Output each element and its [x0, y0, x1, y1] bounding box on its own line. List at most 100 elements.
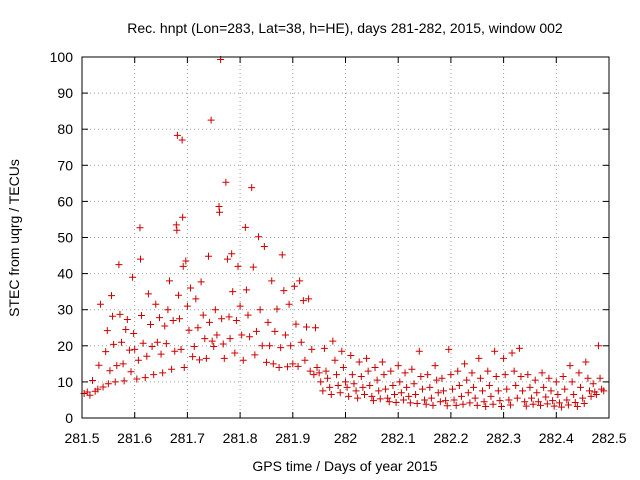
data-point-marker [387, 367, 395, 375]
data-point-marker [505, 396, 513, 404]
data-point-marker [278, 251, 286, 259]
y-tick-label: 100 [50, 49, 74, 65]
data-point-marker [206, 318, 214, 326]
data-point-marker [392, 398, 400, 406]
data-point-marker [487, 392, 495, 400]
data-point-marker [333, 371, 341, 379]
data-point-marker [549, 397, 557, 405]
data-point-marker [187, 284, 195, 292]
data-point-marker [336, 389, 344, 397]
data-point-marker [461, 360, 469, 368]
data-point-marker [592, 391, 600, 399]
data-point-marker [285, 300, 293, 308]
data-point-marker [197, 278, 205, 286]
data-point-marker [159, 369, 167, 377]
data-point-marker [179, 262, 187, 270]
data-point-marker [113, 362, 121, 370]
data-point-marker [470, 383, 478, 391]
data-point-marker [545, 374, 553, 382]
data-point-marker [290, 282, 298, 290]
data-point-marker [223, 255, 231, 263]
data-point-marker [116, 310, 124, 318]
data-point-marker [306, 367, 314, 375]
data-point-marker [213, 331, 221, 339]
data-point-marker [308, 345, 316, 353]
data-point-marker [389, 382, 397, 390]
y-tick-label: 10 [57, 374, 73, 390]
data-point-marker [417, 372, 425, 380]
data-point-marker [587, 392, 595, 400]
data-point-marker [397, 389, 405, 397]
data-point-marker [141, 374, 149, 382]
data-point-marker [513, 394, 521, 402]
data-point-marker [463, 376, 471, 384]
data-point-marker [139, 339, 147, 347]
x-tick-label: 281.5 [64, 430, 99, 446]
data-point-marker [538, 369, 546, 377]
data-point-marker [580, 400, 588, 408]
data-point-marker [215, 202, 223, 210]
data-point-marker [459, 400, 467, 408]
data-point-marker [119, 360, 127, 368]
data-point-marker [422, 400, 430, 408]
x-tick-label: 282.5 [591, 430, 626, 446]
data-point-marker [363, 354, 371, 362]
data-point-marker [334, 382, 342, 390]
data-point-marker [122, 326, 130, 334]
data-point-marker [104, 380, 112, 388]
data-point-marker [508, 349, 516, 357]
data-point-marker [575, 369, 583, 377]
data-point-marker [258, 342, 266, 350]
data-point-marker [251, 351, 259, 359]
data-point-marker [252, 327, 260, 335]
data-point-marker [194, 324, 202, 332]
data-point-marker [320, 344, 328, 352]
data-point-marker [165, 277, 173, 285]
data-point-marker [260, 243, 268, 251]
data-point-marker [262, 358, 270, 366]
x-tick-label: 281.6 [117, 430, 152, 446]
data-point-marker [468, 369, 476, 377]
data-point-marker [364, 367, 372, 375]
data-point-marker [503, 385, 511, 393]
data-point-marker [143, 352, 151, 360]
data-point-marker [162, 340, 170, 348]
data-point-marker [573, 402, 581, 410]
data-point-marker [155, 314, 163, 322]
data-point-marker [231, 349, 239, 357]
data-point-marker [317, 378, 325, 386]
data-point-marker [232, 317, 240, 325]
data-point-marker [543, 400, 551, 408]
y-tick-label: 50 [57, 230, 73, 246]
data-point-marker [185, 326, 193, 334]
data-point-marker [246, 333, 254, 341]
data-point-marker [369, 397, 377, 405]
data-point-marker [554, 391, 562, 399]
data-point-marker [264, 318, 272, 326]
data-point-marker [305, 295, 313, 303]
data-point-marker [570, 391, 578, 399]
data-point-marker [108, 292, 116, 300]
data-point-marker [466, 399, 474, 407]
x-tick-label: 281.7 [170, 430, 205, 446]
data-point-marker [222, 178, 230, 186]
data-point-marker [497, 402, 505, 410]
data-point-marker [157, 350, 165, 358]
data-point-marker [380, 371, 388, 379]
data-point-marker [192, 295, 200, 303]
data-point-marker [394, 362, 402, 370]
data-point-marker [378, 358, 386, 366]
data-point-marker [464, 389, 472, 397]
data-point-marker [455, 382, 463, 390]
data-point-marker [202, 354, 210, 362]
x-tick-label: 282.2 [433, 430, 468, 446]
data-point-marker [172, 221, 180, 229]
data-point-marker [179, 213, 187, 221]
data-point-marker [357, 372, 365, 380]
data-point-marker [480, 398, 488, 406]
data-point-marker [310, 371, 318, 379]
data-point-marker [373, 376, 381, 384]
data-point-marker [596, 374, 604, 382]
data-point-marker [506, 401, 514, 409]
